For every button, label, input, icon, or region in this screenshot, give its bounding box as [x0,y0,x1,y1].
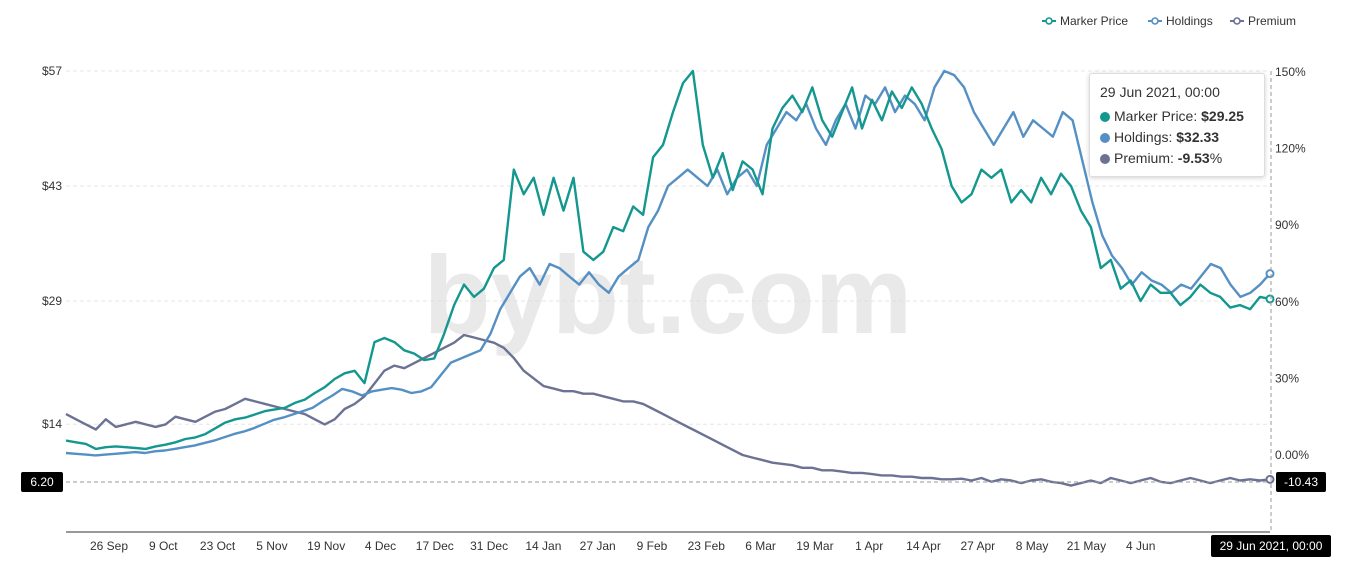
tooltip-dot-premium [1100,154,1110,164]
y-right-tick-label: 30% [1275,371,1299,385]
series-line-holdings[interactable] [65,69,1271,457]
y-left-tick-label: $43 [42,179,62,193]
x-tick-label: 27 Apr [960,539,995,553]
y-right-tick-label: 90% [1275,218,1299,232]
y-left-axis: $57 $43 $29 $14 [42,64,62,431]
series-line-premium[interactable] [65,333,1271,487]
y-right-axis: 150% 120% 90% 60% 30% 0.00% [1275,65,1309,462]
hover-point-holdings [1265,269,1275,279]
tooltip: 29 Jun 2021, 00:00 Marker Price: $29.25 … [1089,73,1265,177]
legend-label: Marker Price [1060,14,1128,28]
tooltip-value-premium: -9.53 [1177,150,1210,166]
y-left-tick-label: $29 [42,294,62,308]
crosshair: 6.20 -10.43 29 Jun 2021, 00:00 [21,71,1331,557]
tooltip-dot-holdings [1100,133,1110,143]
crosshair-date-label: 29 Jun 2021, 00:00 [1220,539,1323,553]
x-tick-label: 4 Jun [1126,539,1155,553]
legend-item-premium[interactable]: Premium [1230,14,1296,28]
legend-marker-icon [1151,17,1159,25]
tooltip-suffix-premium: % [1209,150,1223,166]
legend-label: Holdings [1166,14,1213,28]
y-right-tick-label: 120% [1275,142,1306,156]
legend-marker-icon [1045,17,1053,25]
tooltip-value-holdings: $32.33 [1176,129,1220,145]
x-tick-label: 5 Nov [256,539,287,553]
tooltip-dot-marker-price [1100,112,1110,122]
y-left-tick-label: $57 [42,64,62,78]
tooltip-label-marker-price: Marker Price: [1114,108,1202,124]
x-tick-label: 9 Oct [149,539,178,553]
left-marker-label: 6.20 [30,475,54,489]
x-axis: 26 Sep 9 Oct 23 Oct 5 Nov 19 Nov 4 Dec 17 Dec 3… [90,539,1155,553]
hover-point-marker-price [1265,294,1275,304]
crosshair-date-box [1211,535,1331,557]
series-layer [65,69,1275,487]
left-marker-box [21,472,63,492]
x-tick-label: 19 Nov [307,539,345,553]
x-tick-label: 19 Mar [796,539,833,553]
y-right-tick-label: 150% [1275,65,1306,79]
tooltip-row-premium: Premium: -9.53% [1100,148,1254,169]
x-tick-label: 6 Mar [745,539,776,553]
legend-marker-icon [1233,17,1241,25]
right-marker-label: -10.43 [1284,475,1318,489]
tooltip-value-marker-price: $29.25 [1201,108,1244,124]
y-right-tick-label: 0.00% [1275,448,1309,462]
hover-point-premium [1265,474,1275,484]
tooltip-row-holdings: Holdings: $32.33 [1100,127,1254,148]
legend-item-holdings[interactable]: Holdings [1148,14,1213,28]
x-tick-label: 27 Jan [580,539,616,553]
x-tick-label: 14 Jan [525,539,561,553]
right-marker-box [1276,472,1326,492]
x-tick-label: 23 Oct [200,539,236,553]
legend-label: Premium [1248,14,1296,28]
x-tick-label: 26 Sep [90,539,128,553]
x-tick-label: 8 May [1016,539,1049,553]
tooltip-label-premium: Premium: [1114,150,1178,166]
x-tick-label: 17 Dec [416,539,454,553]
x-tick-label: 31 Dec [470,539,508,553]
y-left-tick-label: $14 [42,417,62,431]
x-tick-label: 9 Feb [637,539,668,553]
tooltip-date: 29 Jun 2021, 00:00 [1100,84,1220,100]
legend-item-marker-price[interactable]: Marker Price [1042,14,1128,28]
tooltip-row-marker-price: Marker Price: $29.25 [1100,106,1254,127]
x-tick-label: 1 Apr [855,539,883,553]
y-right-tick-label: 60% [1275,295,1299,309]
watermark: bybt.com [424,234,913,357]
legend[interactable]: Marker Price Holdings Premium [1042,14,1296,28]
tooltip-label-holdings: Holdings: [1114,129,1177,145]
x-tick-label: 21 May [1067,539,1106,553]
x-tick-label: 23 Feb [688,539,726,553]
x-tick-label: 14 Apr [906,539,941,553]
series-line-marker-price[interactable] [65,69,1271,451]
x-tick-label: 4 Dec [365,539,396,553]
